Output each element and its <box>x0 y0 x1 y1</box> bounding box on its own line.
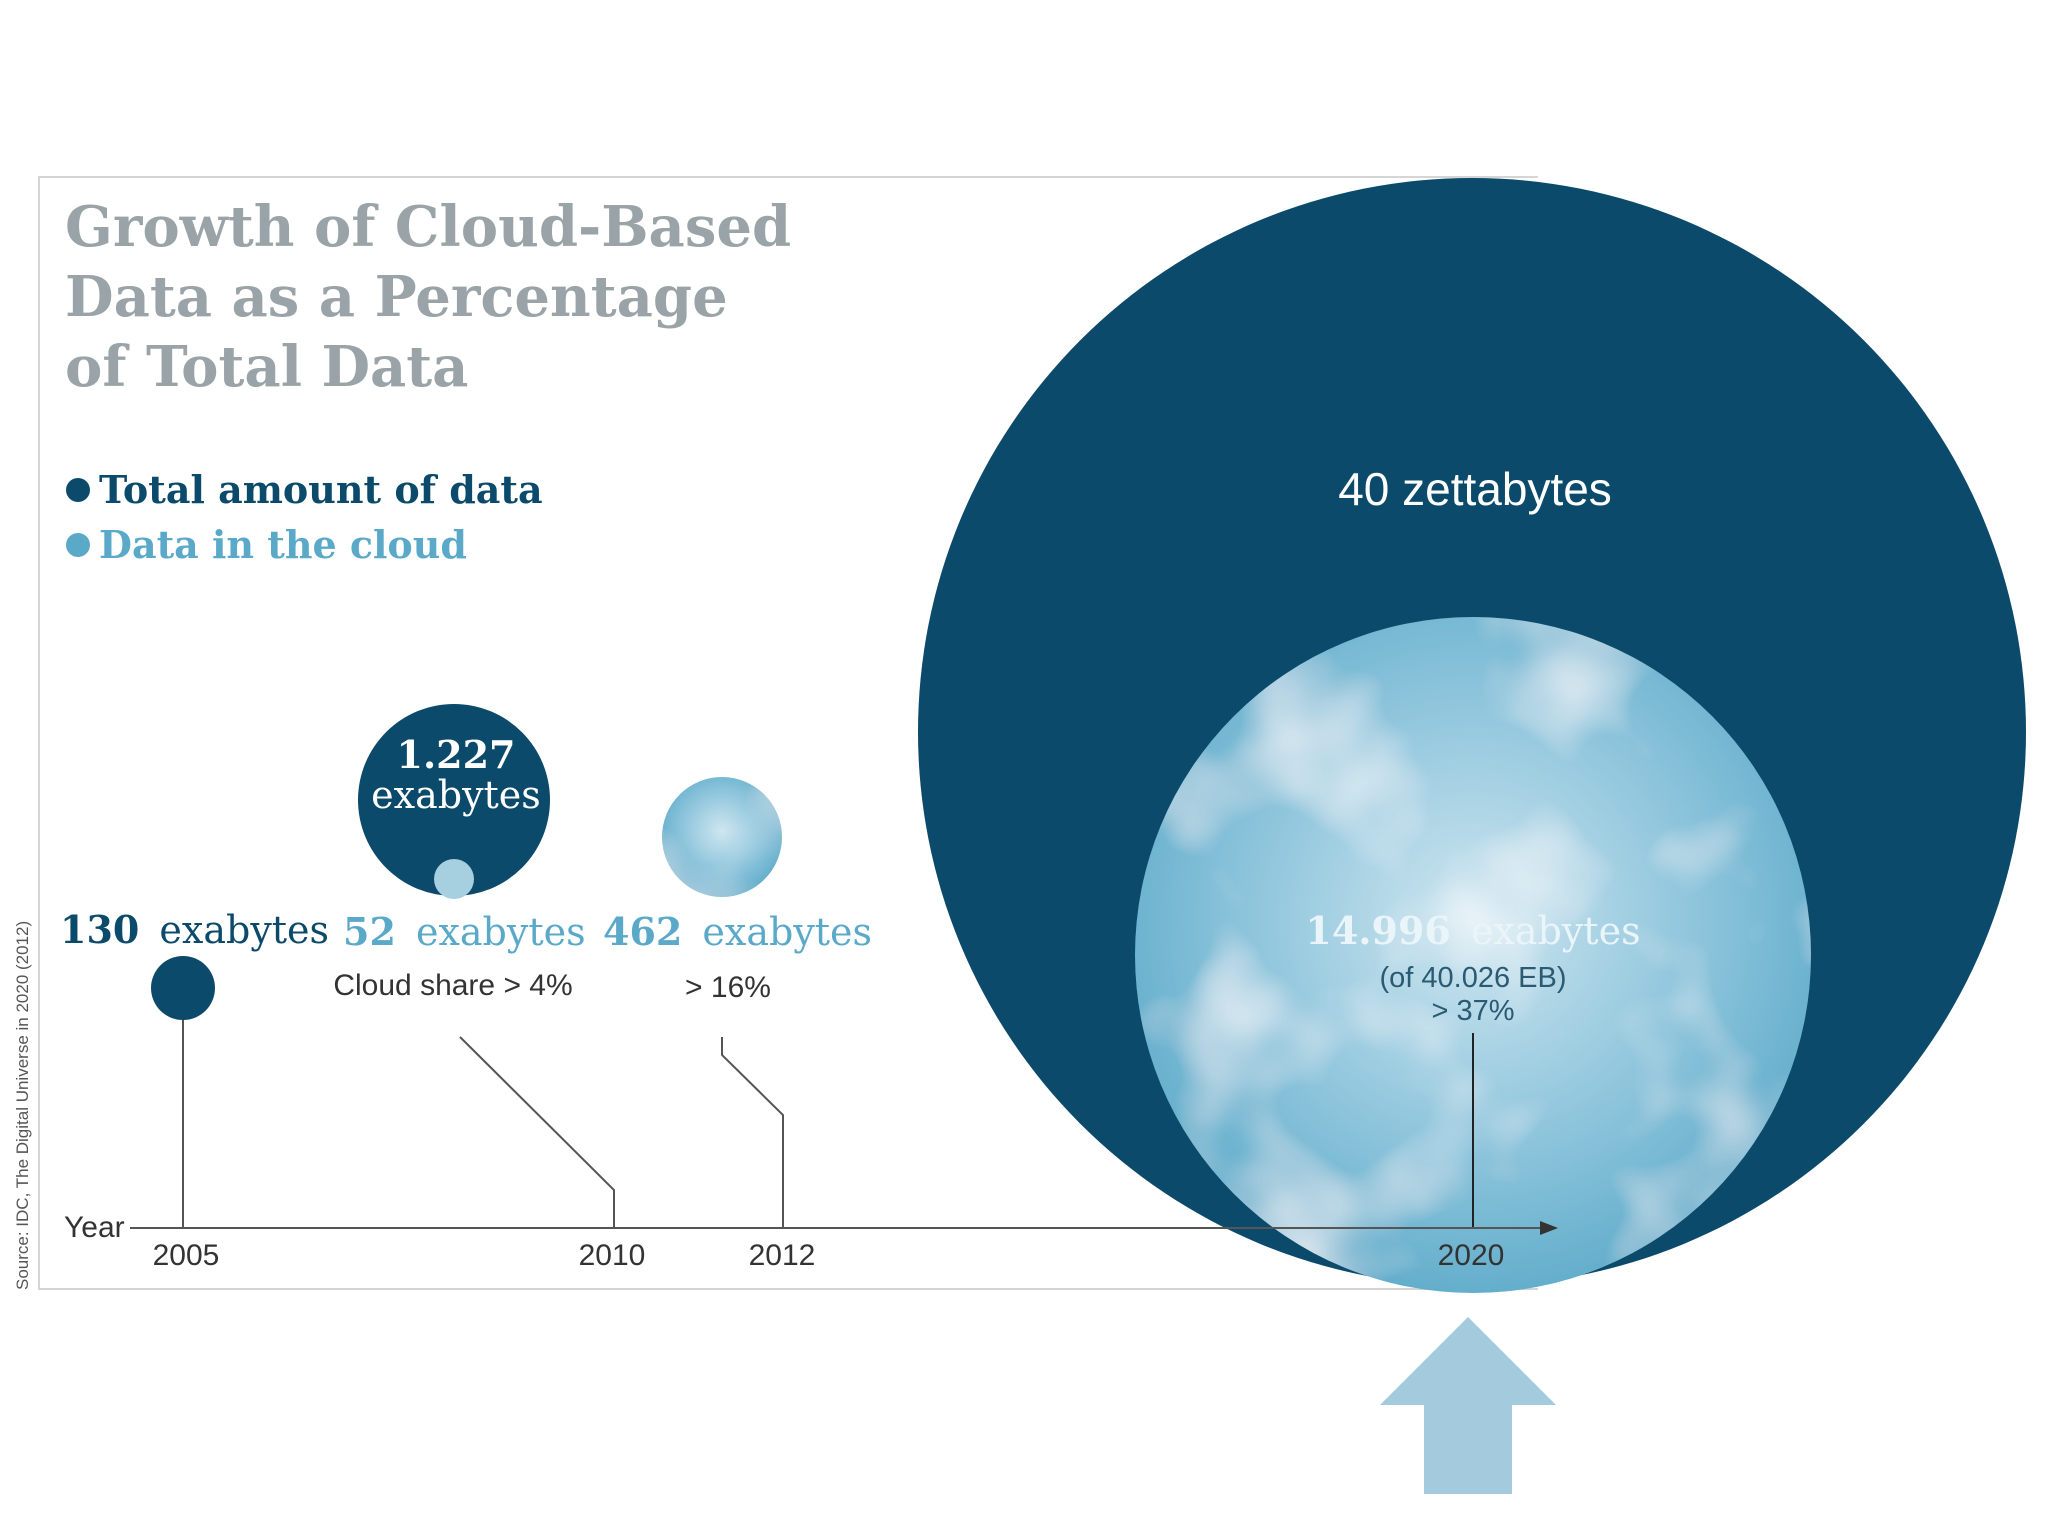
legend-total-dot <box>66 478 90 502</box>
label-2020-detail: (of 40.026 EB) <box>1380 962 1567 994</box>
legend-cloud-dot <box>66 533 90 557</box>
chart-title-line-3: of Total Data <box>65 334 468 400</box>
year-axis-label: Year <box>64 1211 125 1244</box>
label-2020-share: > 37% <box>1431 995 1514 1027</box>
chart-title-line-2: Data as a Percentage <box>65 264 728 330</box>
connector-2012 <box>721 1037 784 1228</box>
bubble-2012-cloud <box>662 777 782 897</box>
bubble-2010-cloud <box>434 859 474 899</box>
label-2005-total: 130 exabytes <box>60 907 329 952</box>
label-2020-cloud-unit: exabytes <box>1471 909 1641 953</box>
tick-2020: 2020 <box>1438 1239 1505 1272</box>
label-2010-cloud: 52 exabytes <box>343 909 586 954</box>
label-2020-cloud-number: 14.996 <box>1305 908 1450 953</box>
label-2010-total-unit: exabytes <box>371 773 541 817</box>
label-2020-total: 40 zettabytes <box>1338 463 1612 515</box>
source-note: Source: IDC, The Digital Universe in 202… <box>13 921 32 1290</box>
label-2010-cloud-unit: exabytes <box>416 910 586 954</box>
legend-cloud-label: Data in the cloud <box>99 522 467 567</box>
bubble-2005-total <box>151 956 215 1020</box>
label-2010-share: Cloud share > 4% <box>333 969 572 1002</box>
connector-2010 <box>459 1036 615 1228</box>
tick-2012: 2012 <box>749 1239 816 1272</box>
label-2010-cloud-number: 52 <box>343 909 396 954</box>
tick-2010: 2010 <box>579 1239 646 1272</box>
label-2012-share: > 16% <box>685 971 771 1004</box>
label-2020-cloud: 14.996 exabytes <box>1305 908 1640 953</box>
legend-total-label: Total amount of data <box>99 467 543 512</box>
label-2012-cloud-unit: exabytes <box>702 910 872 954</box>
chart-frame <box>38 176 1538 1290</box>
year-axis-arrowhead <box>1540 1221 1558 1235</box>
label-2012-cloud-number: 462 <box>603 909 682 954</box>
bubble-2020-cloud <box>1135 617 1811 1293</box>
bubble-2010-total <box>358 704 550 896</box>
tick-2005: 2005 <box>153 1239 220 1272</box>
label-2005-unit: exabytes <box>159 908 329 952</box>
label-2012-cloud: 462 exabytes <box>603 909 872 954</box>
label-2010-total-number: 1.227 <box>397 732 516 777</box>
up-arrow-icon <box>1380 1317 1556 1494</box>
chart-title-line-1: Growth of Cloud-Based <box>65 194 791 260</box>
label-2005-number: 130 <box>60 907 139 952</box>
